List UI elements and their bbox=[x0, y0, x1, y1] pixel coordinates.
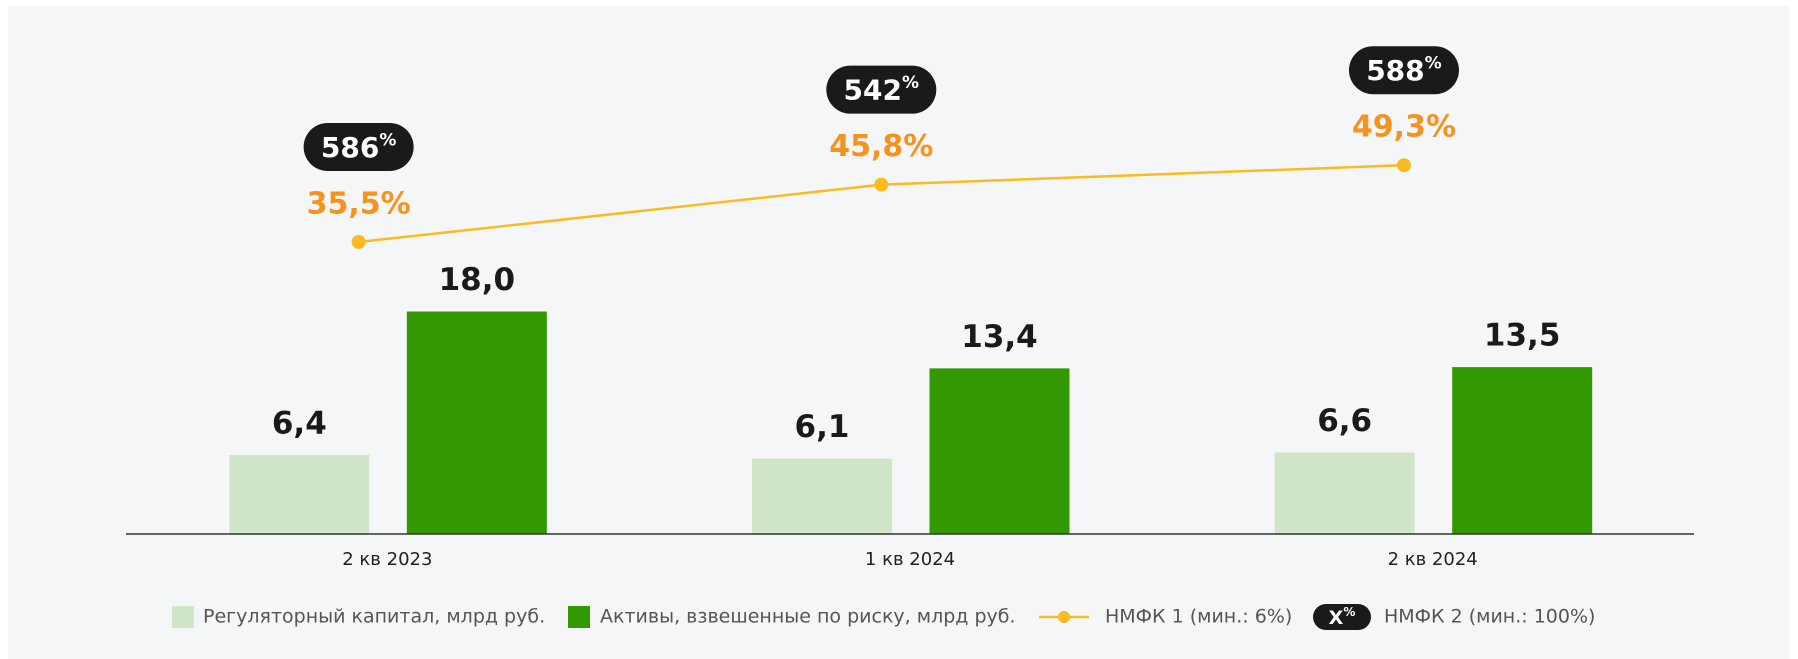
badge bbox=[1348, 46, 1459, 95]
bar bbox=[752, 458, 892, 534]
bar bbox=[1452, 367, 1593, 534]
legend-label: НМФК 2 (мин.: 100%) bbox=[1384, 606, 1595, 628]
line-point bbox=[1396, 158, 1411, 173]
legend-badge bbox=[1313, 604, 1371, 630]
bar-value-label: 6,6 bbox=[1317, 403, 1372, 439]
legend-label: Активы, взвешенные по риску, млрд руб. bbox=[600, 606, 1016, 628]
badge bbox=[826, 65, 937, 114]
legend-label: НМФК 1 (мин.: 6%) bbox=[1105, 606, 1292, 628]
bar-value-label: 13,5 bbox=[1484, 318, 1561, 354]
legend-swatch bbox=[172, 606, 194, 628]
line-value-label: 49,3% bbox=[1352, 110, 1456, 145]
line-value-label: 45,8% bbox=[829, 129, 933, 164]
line-point bbox=[874, 177, 889, 192]
legend-dot bbox=[1058, 611, 1070, 623]
legend-swatch bbox=[568, 606, 590, 628]
badge-label: 588% bbox=[1366, 54, 1442, 88]
bar bbox=[929, 368, 1070, 534]
panel bbox=[8, 6, 1789, 659]
line-value-label: 35,5% bbox=[307, 186, 411, 221]
bar-value-label: 6,1 bbox=[795, 409, 850, 445]
line-point bbox=[351, 234, 366, 249]
x-tick-label: 2 кв 2023 bbox=[342, 549, 432, 570]
x-tick-label: 2 кв 2024 bbox=[1388, 549, 1478, 570]
legend-badge-label: X% bbox=[1329, 605, 1356, 629]
badge bbox=[303, 122, 414, 171]
bar bbox=[1274, 452, 1415, 534]
bar-value-label: 18,0 bbox=[439, 262, 516, 298]
badge-label: 586% bbox=[321, 130, 397, 164]
bar bbox=[406, 311, 547, 534]
bar-value-label: 13,4 bbox=[961, 319, 1038, 355]
bar bbox=[229, 454, 370, 534]
x-tick-label: 1 кв 2024 bbox=[865, 549, 955, 570]
legend-label: Регуляторный капитал, млрд руб. bbox=[203, 606, 545, 628]
badge-label: 542% bbox=[844, 73, 920, 107]
bar-value-label: 6,4 bbox=[272, 405, 327, 441]
